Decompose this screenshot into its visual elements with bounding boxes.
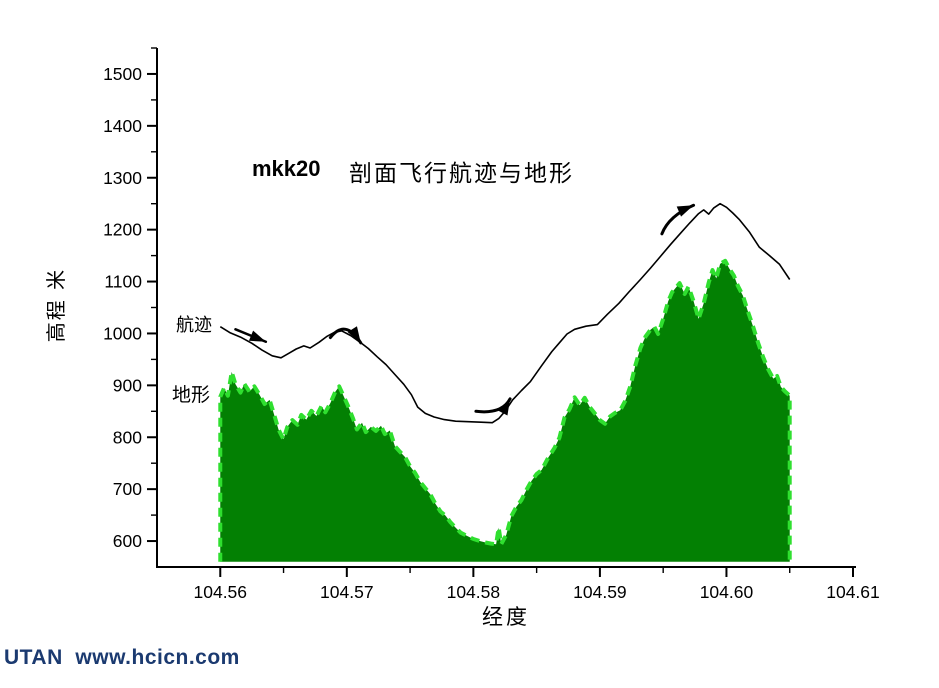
x-tick-label: 104.61 bbox=[826, 582, 880, 602]
track-arrow-2-head bbox=[347, 326, 361, 343]
y-tick-label: 1000 bbox=[103, 323, 142, 343]
y-axis-title: 高程 米 bbox=[44, 267, 68, 343]
y-tick-label: 700 bbox=[113, 479, 142, 499]
y-tick-label: 600 bbox=[113, 531, 142, 551]
y-tick-label: 1100 bbox=[104, 272, 142, 292]
x-tick-label: 104.59 bbox=[573, 582, 627, 602]
y-tick-label: 900 bbox=[113, 375, 142, 395]
axis-lines bbox=[156, 48, 856, 568]
terrain-edge bbox=[218, 258, 792, 562]
x-tick-label: 104.58 bbox=[447, 582, 501, 602]
y-tick-label: 1500 bbox=[103, 64, 142, 84]
chart-title: 剖面飞行航迹与地形 bbox=[349, 161, 574, 187]
track-arrow-4-head bbox=[676, 205, 694, 217]
x-tick-label: 104.60 bbox=[700, 582, 754, 602]
x-axis-title: 经度 bbox=[482, 605, 530, 629]
y-tick-label: 800 bbox=[113, 427, 142, 447]
y-tick-label: 1400 bbox=[103, 116, 142, 136]
y-tick-label: 1300 bbox=[103, 168, 142, 188]
terrain-series-label: 地形 bbox=[172, 384, 211, 406]
chart-title-id: mkk20 bbox=[252, 156, 321, 181]
x-tick-label: 104.57 bbox=[320, 582, 374, 602]
track-arrow-1-head bbox=[248, 330, 266, 342]
watermark-text: UTAN www.hcicn.com bbox=[4, 646, 240, 669]
track-series-label: 航迹 bbox=[176, 315, 212, 336]
y-tick-label: 1200 bbox=[103, 220, 142, 240]
track-arrow-3-head bbox=[497, 398, 511, 416]
x-tick-label: 104.56 bbox=[194, 582, 248, 602]
